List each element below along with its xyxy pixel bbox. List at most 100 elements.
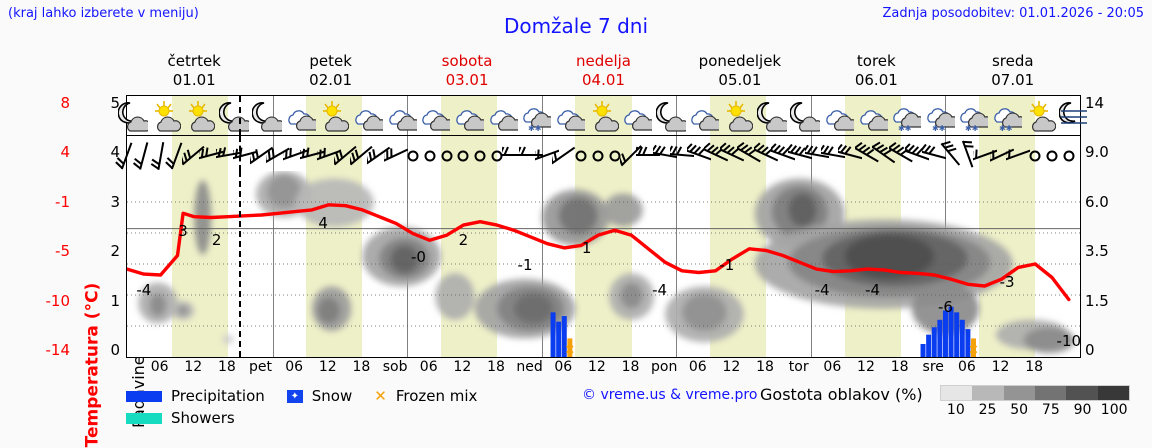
x-tick-label: 06 xyxy=(419,359,438,375)
day-name: sreda xyxy=(991,52,1034,70)
day-name: četrtek xyxy=(167,52,221,70)
wind-barb xyxy=(468,136,492,170)
day-separator xyxy=(676,171,678,357)
axis-tick: -14 xyxy=(45,341,71,359)
cloud-density-step xyxy=(972,386,1004,400)
axis-tick: 4 xyxy=(110,143,120,162)
weather-icon-night-cloudy xyxy=(789,100,824,132)
meteogram-plot[interactable]: ✱✱ ✱✱ ✱✱ ✱✱ ✱✱ ✕ ✕ -4 3 2 4 -0 2 -1 1 -4 -1 -4 -4 -6 -3 -10 xyxy=(115,95,1088,358)
axis-tick: 4 xyxy=(60,143,70,162)
wind-barb xyxy=(165,136,189,170)
svg-text:✱✱: ✱✱ xyxy=(999,124,1013,132)
weather-icon-cloudy-snow: ✱✱ xyxy=(958,100,993,133)
day-date: 05.01 xyxy=(718,71,762,89)
day-separator xyxy=(272,171,274,357)
axis-tick: 8 xyxy=(60,94,70,112)
axis-tick: 1 xyxy=(110,291,120,310)
wind-barb xyxy=(887,136,913,170)
legend-item-frozen-mix: ✕ Frozen mix xyxy=(374,387,477,405)
day-separator xyxy=(407,136,409,171)
svg-text:✕: ✕ xyxy=(968,343,979,357)
precipitation-swatch-icon xyxy=(126,390,162,402)
page-title: Domžale 7 dni xyxy=(503,14,649,38)
weather-icon-cloudy xyxy=(353,100,388,132)
weather-icon-cloudy xyxy=(622,100,657,132)
legend-label-precipitation: Precipitation xyxy=(171,387,265,405)
axis-tick: 2 xyxy=(110,242,120,261)
day-header-3: nedelja 04.01 xyxy=(535,52,671,92)
weather-icon-sun-cloud xyxy=(185,100,216,132)
legend-label-showers: Showers xyxy=(171,409,235,427)
svg-text:✱✱: ✱✱ xyxy=(898,124,912,132)
day-separator xyxy=(541,171,543,357)
wind-barb xyxy=(401,136,425,170)
chart-data-area[interactable]: ✕ ✕ -4 3 2 4 -0 2 -1 1 -4 -1 -4 -4 -6 -3 -10 xyxy=(127,171,1080,357)
cloud-density-tick: 100 xyxy=(1100,402,1128,418)
x-tick-label: 12 xyxy=(722,359,741,375)
legend-item-precipitation: Precipitation xyxy=(126,387,265,405)
weather-icon-sun-cloud xyxy=(151,100,182,132)
weather-icon-cloudy-snow: ✱✱ xyxy=(521,100,556,133)
cloud-density-tick: 90 xyxy=(1073,402,1092,418)
snow-swatch-icon: ✦ xyxy=(286,389,303,403)
weather-icon-cloudy-snow: ✱✱ xyxy=(992,100,1027,133)
temperature-value-label: 4 xyxy=(318,213,328,232)
wind-barb xyxy=(180,136,206,170)
axis-tick: 14 xyxy=(1085,94,1105,112)
daylight-band xyxy=(844,136,901,171)
cloud-density-colorbar-labels: 10 25 50 75 90 100 xyxy=(940,402,1130,420)
weather-icon-cloudy xyxy=(858,100,892,132)
day-date: 03.01 xyxy=(445,71,489,89)
weather-icon-cloudy-snow: ✱✱ xyxy=(925,100,960,133)
svg-text:✱✱: ✱✱ xyxy=(528,124,542,132)
wind-barb xyxy=(835,136,863,170)
weather-icon-sun-cloud xyxy=(1026,100,1057,132)
x-tick-label: 12 xyxy=(184,359,203,375)
day-separator xyxy=(945,136,947,171)
wind-barb xyxy=(1040,136,1064,170)
day-date: 04.01 xyxy=(582,71,625,89)
day-name: sobota xyxy=(441,52,493,70)
wind-barb xyxy=(586,136,610,170)
wind-barb xyxy=(365,136,391,170)
wind-barb xyxy=(115,136,139,170)
wind-barb xyxy=(701,136,728,170)
wind-barb xyxy=(870,136,896,170)
cloud-density-step xyxy=(1034,386,1067,400)
wind-barb xyxy=(603,136,627,170)
wind-barb xyxy=(956,136,980,170)
x-tick-label: 18 xyxy=(1025,359,1044,375)
wind-barb xyxy=(650,136,679,170)
axis-tick: 5 xyxy=(110,94,120,112)
axis-tick: 1.5 xyxy=(1085,291,1109,310)
x-tick-label: 06 xyxy=(688,359,707,375)
cloud-density-tick: 50 xyxy=(1010,402,1029,418)
current-time-marker xyxy=(239,136,242,171)
x-tick-label: pet xyxy=(249,359,273,375)
weather-icon-night-cloudy xyxy=(117,100,151,132)
day-header-2: sobota 03.01 xyxy=(399,52,535,92)
wind-barb xyxy=(939,136,963,170)
x-tick-label: 06 xyxy=(823,359,842,375)
svg-text:✕: ✕ xyxy=(564,343,575,357)
chart-svg: ✕ ✕ xyxy=(127,171,1080,357)
wind-barb xyxy=(801,136,830,170)
x-tick-label: 12 xyxy=(318,359,337,375)
weather-icon-sun-cloud xyxy=(319,100,350,132)
day-header-4: ponedeljek 05.01 xyxy=(672,52,808,92)
cloud-density-tick: 25 xyxy=(978,402,997,418)
wind-barb xyxy=(331,136,358,170)
axis-tick: -10 xyxy=(45,291,71,310)
legend-item-showers: Showers xyxy=(126,409,235,427)
current-time-marker xyxy=(239,171,242,357)
wind-barb xyxy=(919,136,948,170)
copyright-link[interactable]: © vreme.us & vreme.pro xyxy=(582,387,758,403)
axis-tick: -1 xyxy=(55,192,70,211)
cloud-density-step xyxy=(1097,386,1129,400)
weather-icon-sun-cloud xyxy=(589,100,619,132)
x-tick-label: 06 xyxy=(957,359,976,375)
x-tick-label: 18 xyxy=(217,359,236,375)
day-separator xyxy=(541,136,543,171)
cloud-density-layer xyxy=(138,171,1075,354)
weather-icon-cloudy xyxy=(555,100,590,132)
